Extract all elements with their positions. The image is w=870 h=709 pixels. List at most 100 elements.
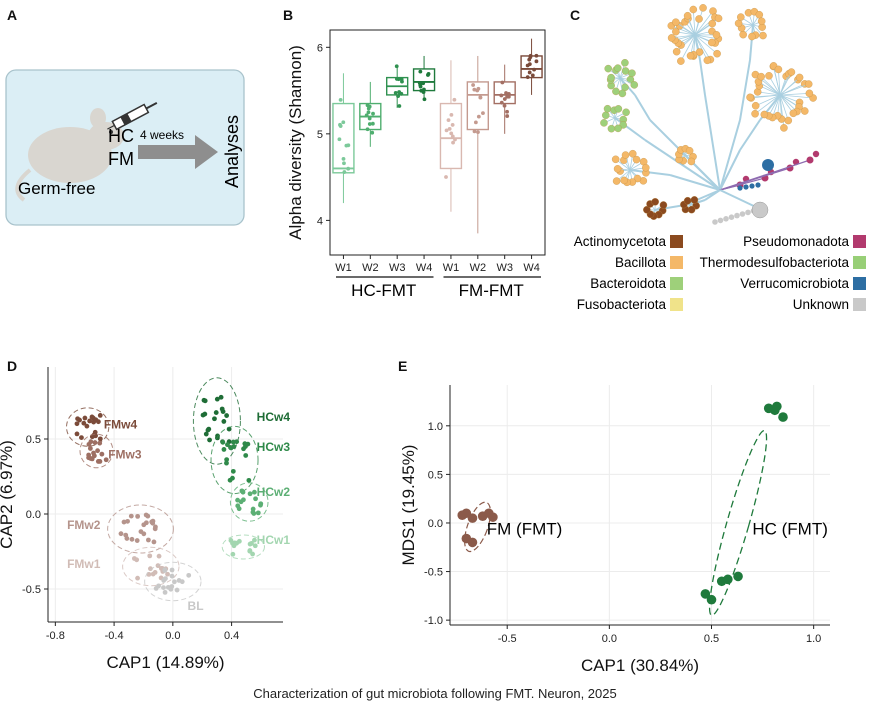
- data-point: [365, 127, 370, 132]
- data-point-hcw2: [258, 501, 264, 507]
- data-point-hcw4: [214, 396, 220, 402]
- tree-branch: [739, 119, 761, 151]
- data-point-hcw4: [213, 410, 219, 415]
- data-point: [421, 81, 426, 86]
- tree-node-bacillota: [708, 19, 717, 28]
- data-point-hc-fmt-: [706, 594, 717, 605]
- tree-node-verrucomicrobiota: [762, 159, 774, 171]
- data-point-fmw3: [99, 451, 105, 457]
- tree-leaf-branch: [778, 69, 781, 96]
- series-label-fmw3: FMw3: [108, 448, 142, 462]
- tree-node-bacteroidota: [607, 73, 615, 82]
- data-point-hcw2: [240, 497, 246, 503]
- data-point-bl: [162, 567, 168, 573]
- data-point-hcw3: [230, 468, 236, 474]
- data-point: [528, 53, 533, 58]
- tree-node-bacillota: [795, 73, 804, 82]
- tree-branch: [719, 159, 811, 191]
- data-point: [504, 91, 508, 95]
- tree-node-bacteroidota: [603, 104, 612, 113]
- data-point: [393, 90, 398, 95]
- data-point-fmw4: [74, 431, 80, 437]
- data-point-hcw2: [252, 489, 257, 495]
- data-point: [367, 104, 372, 109]
- tree-node-bacteroidota: [614, 105, 623, 113]
- tree-node-unknown: [739, 211, 746, 217]
- data-point: [444, 128, 449, 133]
- data-point: [400, 79, 404, 84]
- data-point: [342, 161, 346, 166]
- data-point: [525, 75, 530, 80]
- data-point-fmw2: [123, 532, 129, 538]
- x-tick-label: 0.5: [704, 633, 719, 645]
- data-point-fmw2: [145, 513, 151, 519]
- tree-leaf-branch: [768, 94, 781, 117]
- tree-node-bacillota: [757, 17, 766, 25]
- x-axis-label: CAP1 (30.84%): [581, 656, 699, 675]
- data-point-fmw3: [97, 440, 103, 446]
- data-point-bl: [161, 585, 166, 590]
- tree-node-bacteroidota: [612, 87, 620, 96]
- data-point-fmw3: [88, 456, 94, 461]
- tree-node-bacillota: [746, 93, 754, 102]
- data-point-hcw3: [242, 441, 248, 447]
- mouse-icon: [15, 108, 124, 202]
- data-point-hcw1: [249, 541, 254, 546]
- data-point: [453, 137, 457, 142]
- data-point-bl: [168, 586, 174, 592]
- series-label-hcw2: HCw2: [257, 485, 291, 499]
- data-point-hc-fmt-: [733, 571, 743, 582]
- y-axis-label: MDS1 (19.45%): [399, 445, 418, 566]
- confidence-ellipse: [229, 482, 269, 522]
- data-point-fmw3: [91, 450, 96, 456]
- series-label-fmw1: FMw1: [67, 557, 101, 571]
- data-point: [367, 122, 372, 126]
- tree-leaf-branch: [694, 34, 711, 60]
- data-point: [534, 59, 539, 64]
- data-point: [505, 94, 510, 99]
- data-point-fmw2: [128, 513, 134, 519]
- tree-leaf-branch: [676, 34, 696, 52]
- tree-node-bacillota: [774, 65, 783, 74]
- tree-leaf-branch: [694, 34, 708, 61]
- data-point: [341, 157, 346, 161]
- data-point-fmw2: [129, 536, 135, 542]
- tree-node-bacteroidota: [621, 59, 629, 67]
- series-label-fmw2: FMw2: [67, 518, 101, 532]
- tree-leaf-branch: [760, 76, 781, 96]
- tree-leaf-branch: [675, 21, 696, 36]
- data-point-hcw3: [227, 477, 233, 483]
- tree-node-bacillota: [613, 165, 622, 173]
- data-point: [337, 137, 342, 142]
- data-point-fmw1: [156, 553, 162, 559]
- data-point: [472, 87, 477, 92]
- data-point-bl: [169, 567, 175, 573]
- data-point: [450, 123, 455, 127]
- data-point-bl: [174, 587, 180, 593]
- tree-node-unknown: [723, 216, 729, 222]
- y-tick-label: -1.0: [424, 615, 443, 627]
- tree-node-bacteroidota: [600, 119, 608, 127]
- data-point: [502, 103, 507, 108]
- tree-leaf-branch: [779, 94, 782, 120]
- tree-branch: [739, 59, 751, 121]
- x-tick-label: W2: [470, 262, 487, 274]
- y-tick-label: 1.0: [428, 421, 443, 433]
- data-point: [475, 88, 480, 93]
- tree-node-bacillota: [685, 147, 694, 155]
- data-point-fmw2: [143, 520, 149, 526]
- confidence-ellipse: [144, 561, 202, 602]
- tree-node-bacillota: [672, 47, 681, 56]
- legend-label-bacillota: Bacillota: [615, 255, 667, 270]
- confidence-ellipse: [66, 407, 110, 447]
- data-point: [534, 53, 539, 58]
- tree-node-bacillota: [714, 14, 723, 23]
- tree-node-bacillota: [737, 13, 745, 21]
- phylogenetic-tree: [600, 4, 820, 225]
- y-tick-label: 0.5: [26, 434, 41, 446]
- tree-leaf-branch: [757, 91, 781, 96]
- data-point: [527, 70, 532, 75]
- data-point-fmw3: [87, 446, 93, 451]
- data-point-fmw2: [118, 531, 124, 537]
- data-point: [471, 83, 476, 87]
